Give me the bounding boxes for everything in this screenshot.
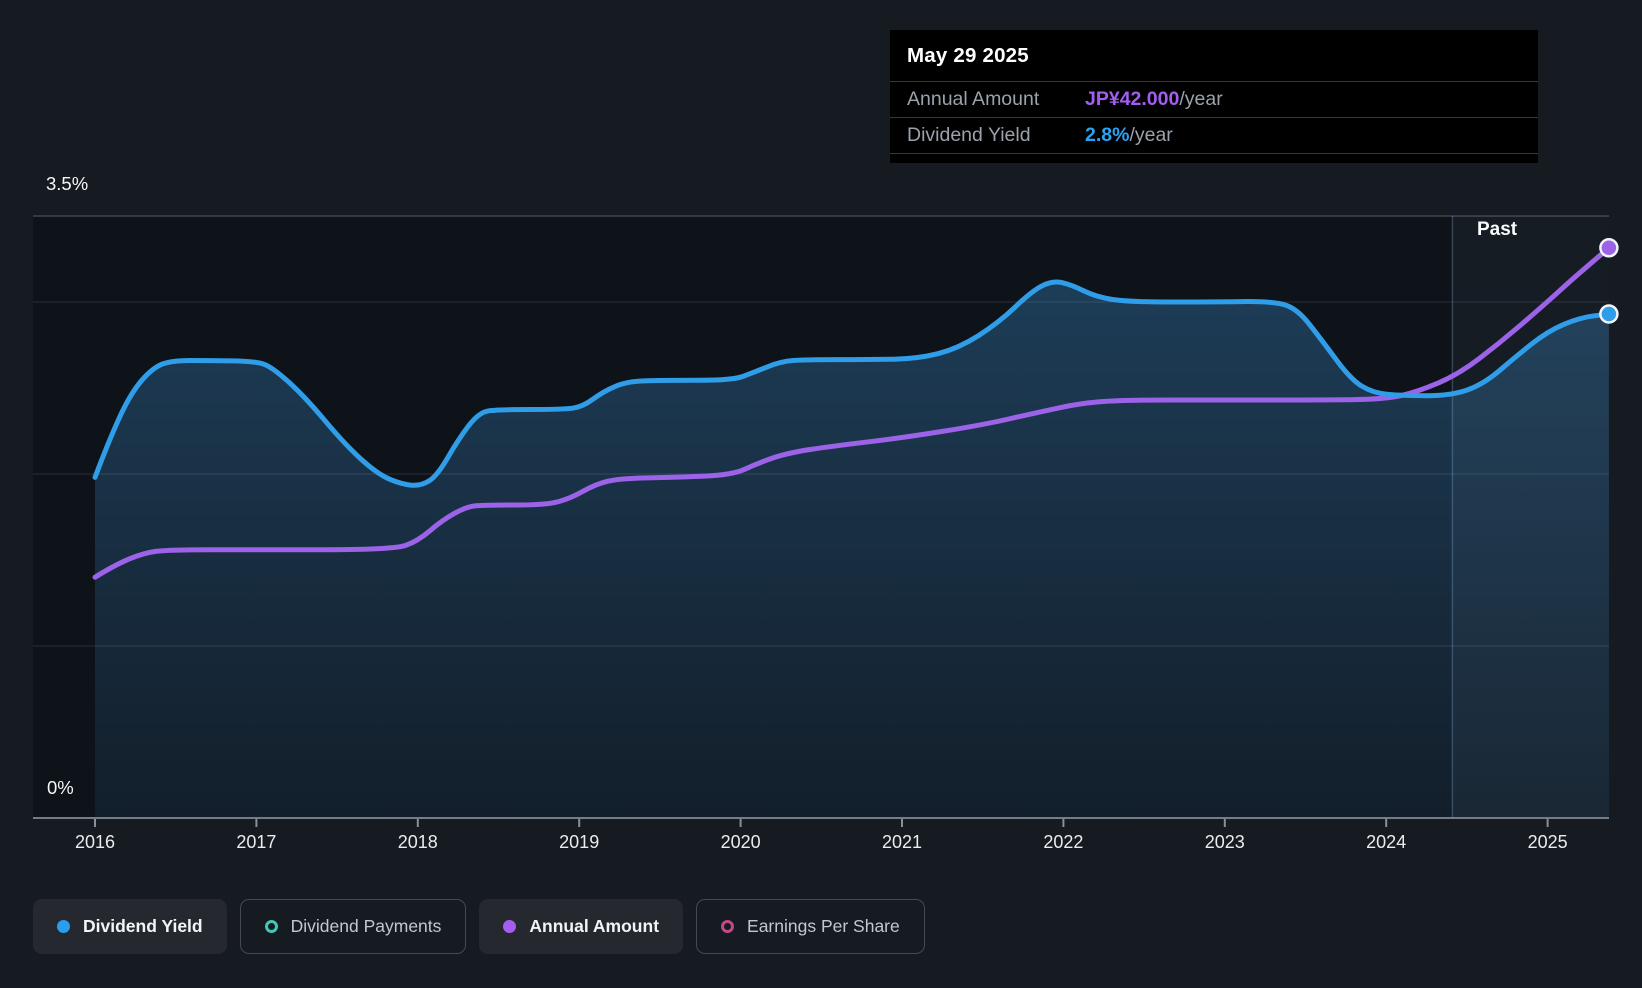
tooltip-label: Dividend Yield bbox=[907, 124, 1031, 146]
x-axis-label: 2017 bbox=[236, 832, 277, 852]
annual-amount-dot-icon bbox=[503, 920, 517, 933]
y-axis-max-label: 3.5% bbox=[46, 173, 89, 194]
x-axis-label: 2019 bbox=[559, 832, 600, 852]
dividend-payments-ring-icon bbox=[264, 920, 278, 933]
chart-legend: Dividend Yield Dividend Payments Annual … bbox=[33, 899, 925, 954]
earnings-per-share-ring-icon bbox=[721, 920, 735, 933]
legend-label: Earnings Per Share bbox=[747, 916, 900, 936]
legend-label: Dividend Payments bbox=[290, 916, 442, 936]
tooltip-row-dividend-yield: Dividend Yield 2.8% /year bbox=[890, 117, 1538, 154]
x-axis-label: 2024 bbox=[1366, 832, 1407, 852]
x-axis-label: 2020 bbox=[720, 832, 761, 852]
x-axis-label: 2021 bbox=[881, 832, 923, 852]
past-region-label: Past bbox=[1477, 219, 1518, 240]
tooltip-row-annual-amount: Annual Amount JP¥42.000 /year bbox=[890, 81, 1538, 117]
chart-tooltip: May 29 2025 Annual Amount JP¥42.000 /yea… bbox=[890, 30, 1538, 163]
legend-toggle-dividend-yield[interactable]: Dividend Yield bbox=[33, 899, 227, 954]
x-axis-label: 2023 bbox=[1204, 832, 1245, 852]
x-axis-label: 2016 bbox=[74, 832, 116, 852]
legend-label: Annual Amount bbox=[529, 916, 660, 936]
legend-toggle-earnings-per-share[interactable]: Earnings Per Share bbox=[696, 899, 925, 954]
tooltip-value-suffix: /year bbox=[1129, 124, 1173, 146]
x-axis-label: 2018 bbox=[397, 832, 438, 852]
legend-toggle-annual-amount[interactable]: Annual Amount bbox=[479, 899, 684, 954]
tooltip-date: May 29 2025 bbox=[907, 43, 1029, 67]
tooltip-label: Annual Amount bbox=[907, 88, 1040, 110]
dividend-yield-dot-icon bbox=[57, 920, 70, 933]
tooltip-value-dividend-yield: 2.8% bbox=[1085, 124, 1130, 146]
legend-label: Dividend Yield bbox=[83, 916, 203, 936]
x-axis-label: 2025 bbox=[1527, 832, 1568, 852]
tooltip-value-annual-amount: JP¥42.000 bbox=[1085, 88, 1180, 110]
y-axis-min-label: 0% bbox=[47, 777, 74, 798]
legend-toggle-dividend-payments[interactable]: Dividend Payments bbox=[239, 899, 467, 954]
x-axis-label: 2022 bbox=[1043, 832, 1084, 852]
tooltip-value-suffix: /year bbox=[1179, 88, 1223, 110]
